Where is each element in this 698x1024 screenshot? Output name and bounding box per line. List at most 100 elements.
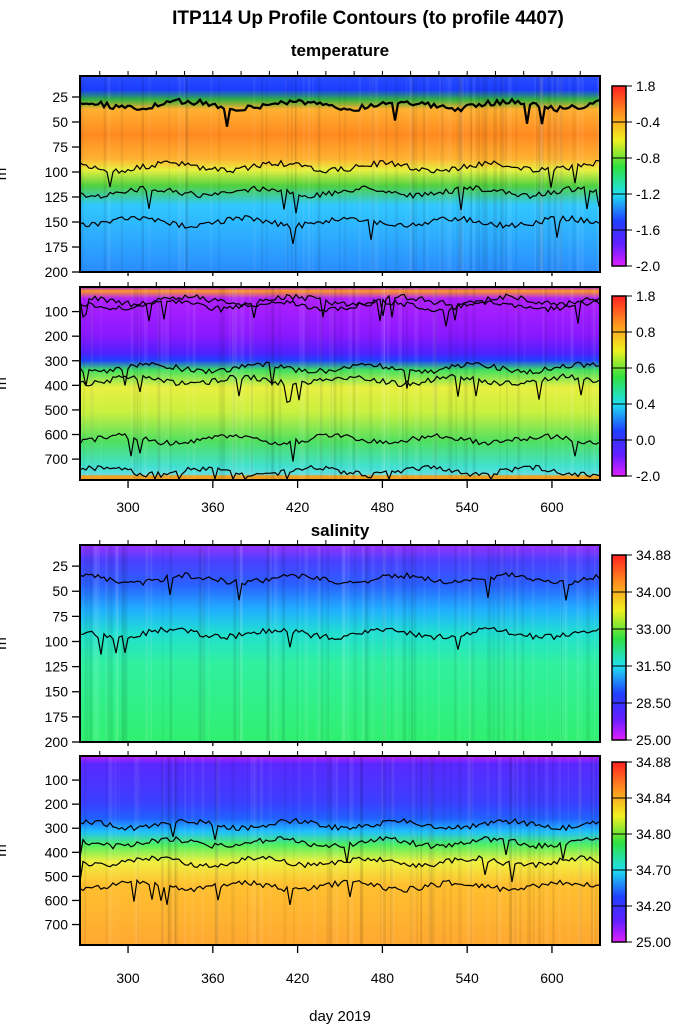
heatmap-streak <box>415 756 419 945</box>
heatmap-streak <box>465 76 468 272</box>
heatmap-streak <box>514 287 518 480</box>
contour-line <box>79 855 600 883</box>
heatmap-streak <box>238 545 241 742</box>
panel-salinity-upper: 25 50 75 100 125 150 175 200 m 34.88 34.00 33.00 31.… <box>0 540 671 750</box>
heatmap-streak <box>539 76 544 272</box>
heatmap-streak <box>429 756 432 945</box>
heatmap-streak <box>371 76 375 272</box>
heatmap-streak <box>445 76 449 272</box>
heatmap-streak <box>215 756 218 945</box>
plot-frame <box>79 286 601 481</box>
heatmap-streak <box>260 76 264 272</box>
heatmap-streak <box>470 76 472 272</box>
heatmap-streak <box>317 287 319 480</box>
colorbar-tick-label: 31.50 <box>636 658 671 674</box>
y-axis-label: m <box>0 637 10 650</box>
y-tick-label: 75 <box>52 139 68 155</box>
y-tick-label: 200 <box>45 328 69 344</box>
heatmap-streak <box>254 756 258 945</box>
heatmap-streak <box>456 76 461 272</box>
colorbar-tick-label: 1.8 <box>636 288 656 304</box>
panel-temperature-upper: 25 50 75 100 125 150 175 200 m 1.8 -0.4 -0.8 -1.2 -1.… <box>0 71 660 280</box>
heatmap-streak <box>133 287 136 480</box>
heatmap-streak <box>268 545 271 742</box>
heatmap-streak <box>584 287 586 480</box>
heatmap-streak <box>283 756 287 945</box>
heatmap-streak <box>433 287 438 480</box>
x-tick-label: 540 <box>455 970 479 986</box>
heatmap-streak <box>162 545 164 742</box>
heatmap-streak <box>466 287 468 480</box>
heatmap-streak <box>200 545 202 742</box>
heatmap-streak <box>577 545 581 742</box>
heatmap-streak <box>507 76 512 272</box>
heatmap-streak <box>598 76 600 272</box>
colorbar-tick-label: 34.20 <box>636 898 671 914</box>
heatmap-streak <box>596 76 600 272</box>
panel-temperature-full: 100 200 300 400 500 600 700 m 300 360 420 480 540 600… <box>0 282 660 515</box>
heatmap-streak <box>80 76 84 272</box>
heatmap-streak <box>430 756 435 945</box>
heatmap-streak <box>228 287 231 480</box>
heatmap-streak <box>326 756 329 945</box>
heatmap-streak <box>210 76 213 272</box>
heatmap-streak <box>514 756 517 945</box>
heatmap-streak <box>277 545 279 742</box>
heatmap-streak <box>542 756 544 945</box>
heatmap-streak <box>233 545 237 742</box>
x-tick-label: 300 <box>116 499 140 515</box>
colorbar-tick-label: -0.8 <box>636 150 660 166</box>
heatmap-streak <box>294 76 297 272</box>
heatmap-streak <box>349 756 354 945</box>
heatmap-streak <box>285 76 288 272</box>
heatmap-streak <box>332 756 336 945</box>
heatmap-streak <box>352 545 357 742</box>
heatmap-streak <box>221 287 226 480</box>
contour-line <box>79 817 600 840</box>
x-tick-label: 420 <box>286 499 310 515</box>
heatmap-streak <box>415 76 417 272</box>
heatmap-streak <box>171 756 176 945</box>
x-tick-label: 300 <box>116 970 140 986</box>
heatmap-streak <box>371 545 375 742</box>
heatmap-streak <box>260 756 264 945</box>
heatmap-streak <box>467 756 471 945</box>
heatmap-streak <box>420 756 423 945</box>
contour-line <box>79 432 600 462</box>
heatmap-streak <box>375 76 379 272</box>
heatmap-streak <box>551 76 554 272</box>
heatmap-streak <box>493 76 497 272</box>
colorbar-tick-label: -2.0 <box>636 468 660 484</box>
heatmap-streak <box>538 76 541 272</box>
heatmap-streak <box>299 545 301 742</box>
contour-line <box>79 184 600 214</box>
heatmap-streak <box>538 756 541 945</box>
heatmap-streak <box>256 756 259 945</box>
heatmap-streak <box>265 287 269 480</box>
heatmap-streak <box>359 756 364 945</box>
heatmap-streak <box>481 76 485 272</box>
heatmap-streak <box>519 756 522 945</box>
heatmap-streak <box>559 545 563 742</box>
heatmap-streak <box>318 545 321 742</box>
heatmap-streak <box>440 76 444 272</box>
heatmap-streak <box>105 545 109 742</box>
heatmap-streak <box>568 76 571 272</box>
contour-line <box>79 373 600 404</box>
heatmap-streak <box>218 287 223 480</box>
heatmap-streak <box>486 756 490 945</box>
heatmap-streak <box>273 545 278 742</box>
heatmap-streak <box>312 76 314 272</box>
heatmap-streak <box>592 287 596 480</box>
heatmap-streak <box>231 756 235 945</box>
colorbar-tick-label: 0.4 <box>636 396 656 412</box>
contour-line <box>79 836 600 863</box>
heatmap-streak <box>218 76 221 272</box>
heatmap-streak <box>499 545 502 742</box>
plot-frame <box>79 544 601 743</box>
heatmap-streak <box>497 756 502 945</box>
heatmap-streak <box>317 76 321 272</box>
heatmap-streak <box>184 756 187 945</box>
heatmap-streak <box>286 76 289 272</box>
